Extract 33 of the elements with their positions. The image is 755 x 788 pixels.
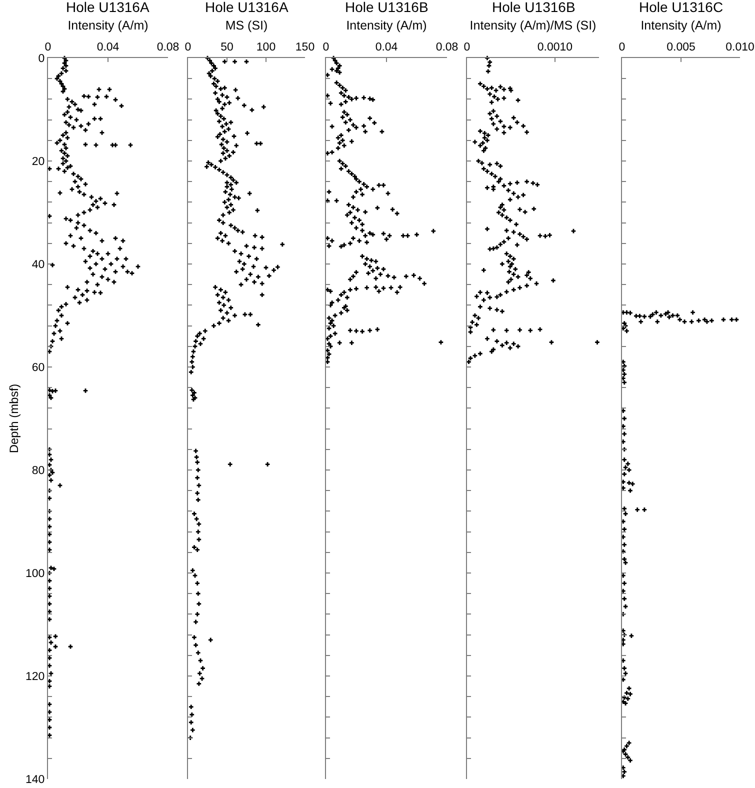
x-axis-title: Intensity (A/m) — [640, 18, 722, 33]
x-tick-label: 0.04 — [375, 41, 398, 54]
chart-title: Hole U1316A — [66, 0, 150, 15]
y-tick-label: 140 — [26, 774, 45, 786]
x-tick-label: 150 — [295, 41, 315, 54]
x-tick-label: 0.0010 — [537, 41, 573, 54]
x-tick-label: 0.08 — [156, 41, 180, 54]
x-tick-label: 0.005 — [666, 41, 696, 54]
x-axis-title: Intensity (A/m) — [346, 18, 427, 33]
y-tick-label: 40 — [32, 259, 45, 272]
y-tick-label: 80 — [32, 465, 45, 478]
chart-title: Hole U1316A — [205, 0, 289, 15]
x-axis-title: MS (SI) — [225, 18, 268, 33]
y-tick-label: 100 — [26, 568, 45, 580]
chart-title: Hole U1316B — [345, 0, 428, 15]
chart-title: Hole U1316C — [639, 0, 724, 15]
x-tick-label: 0.010 — [726, 41, 754, 54]
y-axis-title: Depth (mbsf) — [6, 384, 21, 454]
x-tick-label: 100 — [256, 41, 276, 54]
x-tick-label: 0 — [184, 41, 192, 54]
y-tick-label: 120 — [26, 671, 45, 684]
y-tick-label: 60 — [32, 362, 45, 374]
x-tick-label: 50 — [220, 41, 234, 54]
x-tick-label: 0 — [322, 41, 330, 54]
chart-title: Hole U1316B — [492, 0, 576, 15]
x-axis-title: Intensity (A/m) — [68, 18, 148, 33]
y-tick-label: 20 — [32, 156, 45, 168]
x-tick-label: 0.04 — [96, 41, 120, 54]
x-tick-label: 0 — [618, 41, 626, 54]
x-axis-title: Intensity (A/m)/MS (SI) — [470, 18, 596, 33]
x-tick-label: 0.08 — [436, 41, 458, 54]
x-tick-label: 0 — [464, 41, 470, 54]
y-tick-label: 0 — [38, 53, 45, 66]
